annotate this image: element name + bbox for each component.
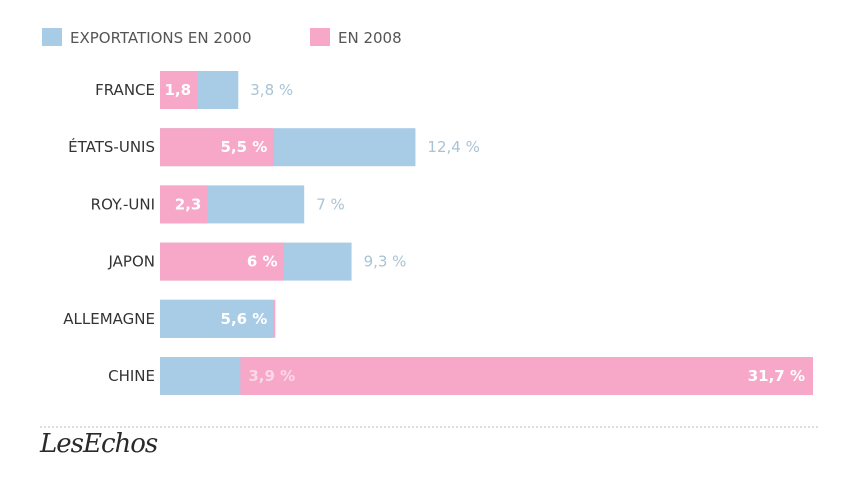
legend-label-2000: EXPORTATIONS EN 2000 [70,29,252,47]
bar-2000 [160,299,274,338]
bar-2008 [160,357,813,395]
category-label: ALLEMAGNE [63,310,155,328]
data-label-2000: 12,4 % [427,138,479,156]
data-label-2000: 5,5 % [281,310,328,328]
category-label: ÉTATS-UNIS [68,137,155,156]
data-label-2000: 7 % [316,195,345,213]
legend-label-2008: EN 2008 [338,29,402,47]
data-label-2008: 2,3 [175,195,202,213]
category-label: CHINE [108,367,155,385]
logo-lesechos: LesEchos [39,429,158,459]
legend-swatch-2008 [310,28,330,46]
data-label-2008: 31,7 % [748,367,805,385]
legend: EXPORTATIONS EN 2000 EN 2008 [42,28,402,47]
bar-rows: FRANCE 1,8 3,8 % ÉTATS-UNIS 5,5 % 12,4 % ROY.-… [63,71,813,395]
category-label: JAPON [108,253,156,271]
logo: LesEchos [39,429,159,459]
bar-2008 [160,242,284,281]
category-label: FRANCE [95,81,155,99]
data-label-2008: 6 % [247,253,278,271]
data-label-2008: 5,6 % [221,310,268,328]
bar-2008 [160,185,208,224]
bar-2008 [160,71,198,109]
data-label-2000: 3,9 % [248,367,295,385]
data-label-2000: 9,3 % [364,253,407,271]
data-label-2008: 1,8 [165,81,192,99]
bar-2008 [160,128,274,167]
data-label-2000: 3,8 % [250,81,293,99]
data-label-2008: 5,5 % [220,138,267,156]
category-label: ROY.-UNI [91,195,155,213]
legend-swatch-2000 [42,28,62,46]
bar-2000 [160,357,241,395]
